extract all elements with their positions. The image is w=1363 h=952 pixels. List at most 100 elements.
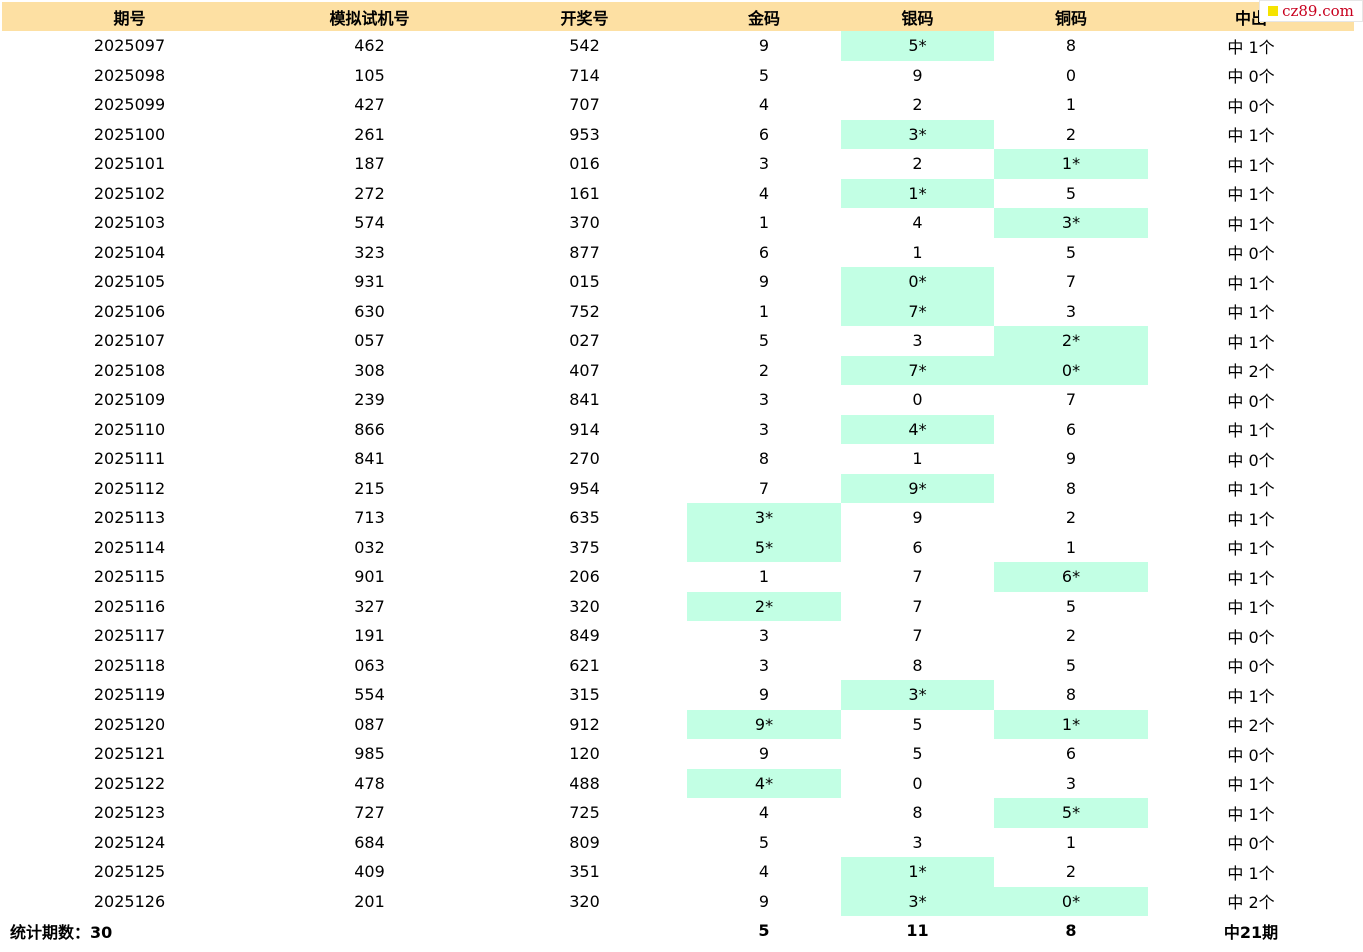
cell-silver-code: 8 xyxy=(912,655,923,675)
cell-sim-number: 866 xyxy=(354,419,385,439)
cell-sim-number: 478 xyxy=(354,773,385,793)
cell-period: 2025123 xyxy=(93,803,166,823)
cell-bronze-code: 2 xyxy=(1065,124,1077,144)
cell-period: 2025114 xyxy=(93,537,166,557)
cell-silver-code: 0 xyxy=(912,773,923,793)
cell-bronze-code: 7 xyxy=(1065,390,1077,410)
cell-period: 2025103 xyxy=(93,213,166,233)
cell-silver-code: 9 xyxy=(912,65,923,85)
table-row: 2025124 684 809 5 3 1 中 0个 xyxy=(2,828,1354,858)
cell-draw-number: 707 xyxy=(569,95,600,115)
cell-period: 2025125 xyxy=(93,862,166,882)
cell-sim-number: 323 xyxy=(354,242,385,262)
cell-sim-number: 057 xyxy=(354,331,385,351)
table-row: 2025122 478 488 4* 0 3 中 1个 xyxy=(2,768,1354,798)
cell-silver-code: 8 xyxy=(912,803,923,823)
cell-gold-code: 5 xyxy=(758,832,770,852)
table-row: 2025112 215 954 7 9* 8 中 1个 xyxy=(2,473,1354,503)
cell-hit-count: 中 1个 xyxy=(1227,686,1275,706)
cell-draw-number: 407 xyxy=(569,360,600,380)
cell-hit-count: 中 1个 xyxy=(1227,155,1275,175)
table-row: 2025121 985 120 9 5 6 中 0个 xyxy=(2,739,1354,769)
cell-gold-code: 5 xyxy=(758,331,770,351)
cell-period: 2025101 xyxy=(93,154,166,174)
cell-gold-code: 3* xyxy=(687,503,841,533)
cell-bronze-code: 5 xyxy=(1065,596,1077,616)
site-watermark[interactable]: cz89.com xyxy=(1259,0,1363,22)
cell-bronze-code: 2 xyxy=(1065,626,1077,646)
cell-draw-number: 621 xyxy=(569,655,600,675)
cell-gold-code: 4 xyxy=(758,95,770,115)
table-row: 2025097 462 542 9 5* 8 中 1个 xyxy=(2,31,1354,61)
cell-gold-code: 3 xyxy=(758,390,770,410)
header-row: 期号 模拟试机号 开奖号 金码 银码 铜码 中出 xyxy=(2,2,1354,31)
header-gold-code: 金码 xyxy=(687,2,841,31)
cell-hit-count: 中 1个 xyxy=(1227,509,1275,529)
cell-bronze-code: 3* xyxy=(994,208,1148,238)
table-row: 2025108 308 407 2 7* 0* 中 2个 xyxy=(2,355,1354,385)
cell-draw-number: 015 xyxy=(569,272,600,292)
cell-sim-number: 985 xyxy=(354,744,385,764)
cell-bronze-code: 1* xyxy=(994,709,1148,739)
cell-sim-number: 574 xyxy=(354,213,385,233)
table-row: 2025116 327 320 2* 7 5 中 1个 xyxy=(2,591,1354,621)
cell-period: 2025118 xyxy=(93,655,166,675)
header-sim-number: 模拟试机号 xyxy=(257,2,482,31)
cell-draw-number: 351 xyxy=(569,862,600,882)
cell-sim-number: 201 xyxy=(354,891,385,911)
cell-sim-number: 272 xyxy=(354,183,385,203)
cell-sim-number: 063 xyxy=(354,655,385,675)
table-row: 2025113 713 635 3* 9 2 中 1个 xyxy=(2,503,1354,533)
cell-gold-code: 1 xyxy=(758,567,770,587)
cell-gold-code: 9 xyxy=(758,36,770,56)
cell-sim-number: 901 xyxy=(354,567,385,587)
cell-hit-count: 中 0个 xyxy=(1227,627,1275,647)
cell-hit-count: 中 1个 xyxy=(1227,568,1275,588)
cell-sim-number: 727 xyxy=(354,803,385,823)
cell-gold-code: 4 xyxy=(758,803,770,823)
cell-silver-code: 1* xyxy=(841,857,994,887)
header-period: 期号 xyxy=(2,2,257,31)
table-row: 2025107 057 027 5 3 2* 中 1个 xyxy=(2,326,1354,356)
table-row: 2025098 105 714 5 9 0 中 0个 xyxy=(2,61,1354,91)
header-draw-number: 开奖号 xyxy=(482,2,687,31)
cell-hit-count: 中 0个 xyxy=(1227,391,1275,411)
cell-bronze-code: 5 xyxy=(1065,183,1077,203)
cell-period: 2025124 xyxy=(93,832,166,852)
cell-bronze-code: 8 xyxy=(1065,685,1077,705)
cell-draw-number: 270 xyxy=(569,449,600,469)
cell-bronze-code: 3 xyxy=(1065,773,1077,793)
cell-sim-number: 105 xyxy=(354,65,385,85)
cell-hit-count: 中 1个 xyxy=(1227,185,1275,205)
cell-period: 2025109 xyxy=(93,390,166,410)
cell-draw-number: 809 xyxy=(569,832,600,852)
header-bronze-code: 铜码 xyxy=(994,2,1148,31)
table-row: 2025111 841 270 8 1 9 中 0个 xyxy=(2,444,1354,474)
cell-silver-code: 7 xyxy=(912,626,923,646)
cell-hit-count: 中 0个 xyxy=(1227,834,1275,854)
cell-draw-number: 206 xyxy=(569,567,600,587)
cell-bronze-code: 1 xyxy=(1065,95,1077,115)
table-row: 2025125 409 351 4 1* 2 中 1个 xyxy=(2,857,1354,887)
cell-hit-count: 中 1个 xyxy=(1227,126,1275,146)
cell-period: 2025102 xyxy=(93,183,166,203)
cell-draw-number: 752 xyxy=(569,301,600,321)
cell-period: 2025111 xyxy=(93,449,166,469)
cell-bronze-code: 9 xyxy=(1065,449,1077,469)
cell-period: 2025117 xyxy=(93,626,166,646)
cell-draw-number: 315 xyxy=(569,685,600,705)
summary-label: 统计期数：30 xyxy=(10,922,113,942)
table-row: 2025109 239 841 3 0 7 中 0个 xyxy=(2,385,1354,415)
cell-gold-code: 3 xyxy=(758,626,770,646)
cell-hit-count: 中 1个 xyxy=(1227,539,1275,559)
summary-gold-total: 5 xyxy=(758,921,770,940)
table-row: 2025104 323 877 6 1 5 中 0个 xyxy=(2,238,1354,268)
cell-bronze-code: 0* xyxy=(994,886,1148,916)
cell-silver-code: 3 xyxy=(912,331,923,351)
cell-draw-number: 370 xyxy=(569,213,600,233)
cell-bronze-code: 2 xyxy=(1065,508,1077,528)
cell-bronze-code: 6 xyxy=(1065,419,1077,439)
cell-draw-number: 120 xyxy=(569,744,600,764)
cell-gold-code: 4 xyxy=(758,862,770,882)
logo-square-icon xyxy=(1268,6,1279,16)
